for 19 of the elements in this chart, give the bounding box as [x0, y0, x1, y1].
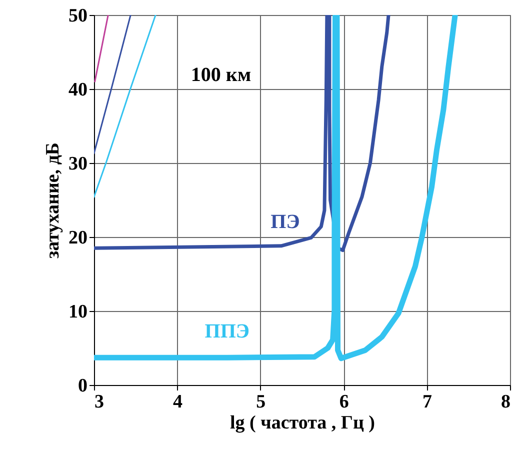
y-tick-label: 40	[68, 80, 88, 100]
annotation: 100 км	[190, 64, 252, 86]
series-label: ПЭ	[270, 210, 300, 233]
x-tick-label: 5	[256, 392, 266, 412]
y-tick-label: 0	[78, 376, 88, 396]
x-tick-label: 4	[172, 392, 183, 412]
line-series	[94, 15, 390, 252]
series-label: ППЭ	[204, 320, 250, 343]
y-tick-label: 10	[68, 302, 88, 322]
y-axis-title: затухание, дБ	[42, 142, 64, 258]
x-tick-label: 8	[501, 392, 510, 412]
x-tick-label: 6	[339, 392, 349, 412]
x-axis-title: lg ( частота , Гц )	[230, 412, 376, 434]
y-tick-label: 50	[68, 6, 88, 26]
y-tick-label: 30	[68, 154, 88, 174]
y-tick-label: 20	[68, 228, 88, 248]
x-tick-label: 7	[422, 392, 433, 412]
line-series	[94, 15, 156, 198]
x-tick-label: 3	[94, 392, 104, 412]
